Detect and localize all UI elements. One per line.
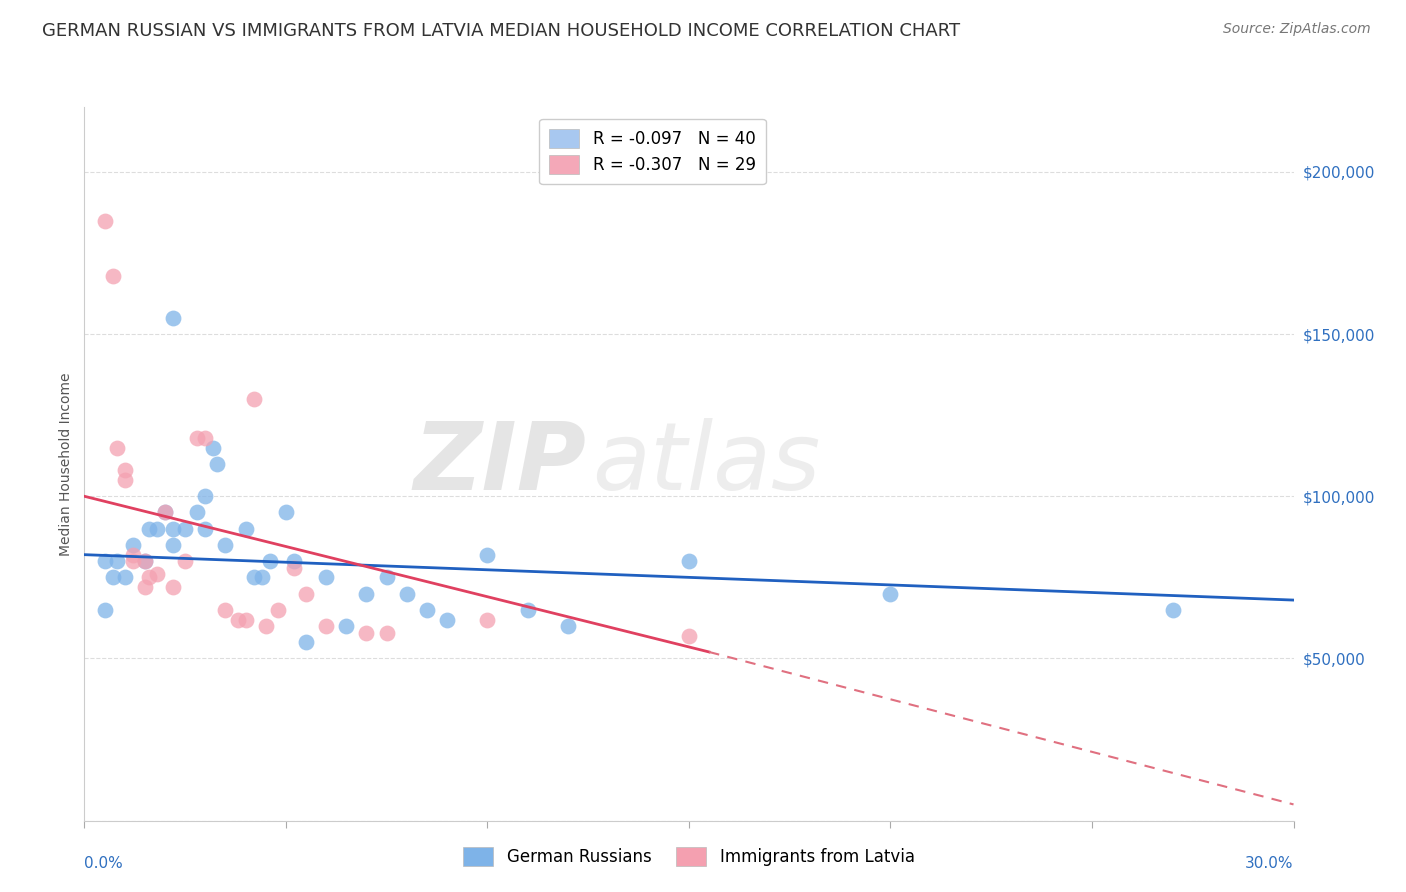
Point xyxy=(335,619,357,633)
Y-axis label: Median Household Income: Median Household Income xyxy=(59,372,73,556)
Point xyxy=(356,625,378,640)
Point xyxy=(207,457,229,471)
Point xyxy=(416,603,439,617)
Point xyxy=(436,613,458,627)
Text: 0.0%: 0.0% xyxy=(84,856,124,871)
Point xyxy=(134,580,156,594)
Point xyxy=(250,570,273,584)
Text: GERMAN RUSSIAN VS IMMIGRANTS FROM LATVIA MEDIAN HOUSEHOLD INCOME CORRELATION CHA: GERMAN RUSSIAN VS IMMIGRANTS FROM LATVIA… xyxy=(42,22,960,40)
Point xyxy=(315,619,337,633)
Point xyxy=(242,570,264,584)
Point xyxy=(678,554,700,568)
Point xyxy=(162,580,184,594)
Point xyxy=(93,603,115,617)
Point xyxy=(105,554,128,568)
Text: ZIP: ZIP xyxy=(413,417,586,510)
Point xyxy=(101,570,124,584)
Point xyxy=(375,625,398,640)
Point xyxy=(295,635,318,649)
Point xyxy=(242,392,264,406)
Point xyxy=(114,473,136,487)
Point xyxy=(516,603,538,617)
Point xyxy=(226,613,249,627)
Point xyxy=(153,506,176,520)
Point xyxy=(477,548,499,562)
Point xyxy=(121,554,143,568)
Point xyxy=(356,586,378,600)
Point xyxy=(174,522,197,536)
Point xyxy=(146,522,169,536)
Point xyxy=(235,613,257,627)
Point xyxy=(557,619,579,633)
Point xyxy=(186,431,208,445)
Point xyxy=(254,619,277,633)
Point xyxy=(121,538,143,552)
Text: Source: ZipAtlas.com: Source: ZipAtlas.com xyxy=(1223,22,1371,37)
Point xyxy=(678,629,700,643)
Point xyxy=(214,603,236,617)
Point xyxy=(235,522,257,536)
Point xyxy=(267,603,290,617)
Point xyxy=(295,586,318,600)
Point xyxy=(138,570,160,584)
Text: 30.0%: 30.0% xyxy=(1246,856,1294,871)
Point xyxy=(283,554,305,568)
Point xyxy=(879,586,901,600)
Point xyxy=(101,268,124,283)
Point xyxy=(283,560,305,574)
Point xyxy=(202,441,225,455)
Point xyxy=(121,548,143,562)
Point xyxy=(153,506,176,520)
Point xyxy=(477,613,499,627)
Point xyxy=(162,310,184,325)
Point xyxy=(93,213,115,227)
Point xyxy=(138,522,160,536)
Point xyxy=(214,538,236,552)
Point xyxy=(395,586,418,600)
Point xyxy=(146,567,169,582)
Point xyxy=(174,554,197,568)
Point xyxy=(194,522,217,536)
Legend: German Russians, Immigrants from Latvia: German Russians, Immigrants from Latvia xyxy=(457,840,921,873)
Point xyxy=(375,570,398,584)
Point xyxy=(114,570,136,584)
Point xyxy=(1161,603,1184,617)
Point xyxy=(162,522,184,536)
Point xyxy=(114,463,136,477)
Point xyxy=(105,441,128,455)
Point xyxy=(315,570,337,584)
Point xyxy=(194,489,217,503)
Point xyxy=(134,554,156,568)
Point xyxy=(162,538,184,552)
Point xyxy=(259,554,281,568)
Point xyxy=(93,554,115,568)
Point xyxy=(194,431,217,445)
Point xyxy=(186,506,208,520)
Text: atlas: atlas xyxy=(592,418,821,509)
Point xyxy=(134,554,156,568)
Point xyxy=(274,506,297,520)
